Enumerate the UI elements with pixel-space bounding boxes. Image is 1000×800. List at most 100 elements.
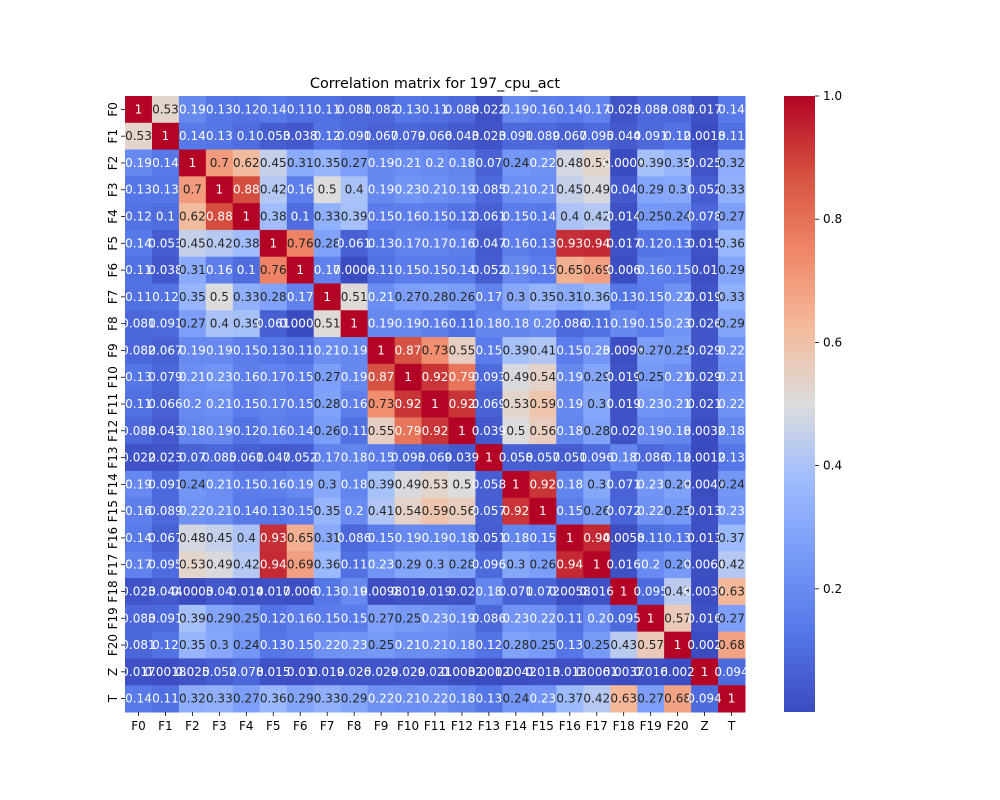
heatmap-cell [232,524,261,552]
cell-value-label: 0.15 [556,343,583,357]
heatmap-cell [475,203,503,231]
x-tick-label: F20 [667,719,689,733]
heatmap-cell [394,337,423,365]
cell-value-label: 0.21 [422,183,449,197]
cell-value-label: 0.13 [260,343,287,357]
heatmap-cell [232,444,261,472]
cell-value-label: 0.42 [718,558,745,572]
heatmap-cell [475,176,503,204]
heatmap-cell [529,122,557,151]
cell-value-label: 1 [674,638,682,652]
heatmap-cell [475,149,503,177]
heatmap-cell [691,122,719,151]
heatmap-cell [178,524,207,552]
y-tick-label: F11 [106,393,120,415]
heatmap-cell [259,122,288,151]
colorbar-gradient [784,96,815,712]
heatmap-cell [286,149,315,177]
heatmap-cell [664,524,692,552]
cell-value-label: 0.083 [633,102,667,116]
cell-value-label: 0.19 [556,370,583,384]
cell-value-label: 0.1 [156,210,175,224]
heatmap-cell [394,256,423,284]
cell-value-label: 0.92 [529,477,556,491]
heatmap-cell [529,470,557,499]
heatmap-cell [664,122,692,151]
cell-value-label: 0.28 [664,477,691,491]
heatmap-cell [637,417,665,445]
cell-value-label: 0.21 [395,638,422,652]
heatmap-cell [583,417,611,445]
cell-value-label: 0.18 [341,451,368,465]
cell-value-label: 1 [728,692,736,706]
heatmap-cell [286,363,315,392]
cell-value-label: 0.11 [556,611,583,625]
cell-value-label: 0.051 [553,451,587,465]
cell-value-label: 0.0018 [144,665,186,679]
heatmap-cell [637,604,665,633]
heatmap-cell [691,551,719,579]
cell-value-label: 0.29 [287,692,314,706]
cell-value-label: 0.3 [506,290,525,304]
heatmap-cell [502,658,530,686]
cell-value-label: 0.067 [553,129,587,143]
cell-value-label: 0.21 [664,397,691,411]
heatmap-cell [448,203,476,231]
heatmap-cell [151,256,180,284]
cell-value-label: 0.18 [503,531,530,545]
cell-value-label: 1 [216,183,224,197]
cell-value-label: 0.16 [637,263,664,277]
heatmap-cell [151,283,180,311]
cell-value-label: 0.11 [125,263,152,277]
cell-value-label: 0.16 [449,236,476,250]
cell-value-label: 1 [458,424,466,438]
heatmap-cell [178,685,207,713]
y-tick-label: T [106,694,120,703]
cell-value-label: 0.058 [472,477,506,491]
heatmap-cell [610,203,638,231]
heatmap-cell [367,337,396,365]
heatmap-cell [502,470,530,499]
cell-value-label: 0.11 [368,263,395,277]
x-tick-label: F15 [532,719,554,733]
heatmap-cell [556,256,584,284]
heatmap-cell [313,551,342,579]
heatmap-cell [367,444,396,472]
heatmap-cell [610,310,638,338]
cell-value-label: 0.18 [664,424,691,438]
cell-value-label: 0.35 [314,504,341,518]
heatmap-cell [448,417,476,445]
cell-value-label: 0.25 [529,638,556,652]
cell-value-label: 1 [135,102,143,116]
heatmap-cell [125,149,153,177]
cell-value-label: 1 [242,210,250,224]
heatmap-cell [125,176,153,204]
heatmap-cell [125,363,153,392]
cell-value-label: 0.0042 [684,477,726,491]
cell-value-label: 0.051 [472,531,506,545]
heatmap-cell [502,256,530,284]
cell-value-label: 0.45 [179,236,206,250]
heatmap-cell [718,524,746,552]
heatmap-cell [475,444,503,472]
x-tick-label: F7 [320,719,335,733]
cell-value-label: 0.42 [583,210,610,224]
y-tick-label: F7 [106,290,120,305]
heatmap-cell [286,203,315,231]
heatmap-cell [502,497,530,526]
heatmap-cell [691,658,719,686]
y-tick-label: F19 [106,607,120,629]
heatmap-cell [610,363,638,392]
heatmap-cell [286,497,315,526]
cell-value-label: 0.14 [556,102,583,116]
heatmap-cell [718,417,746,445]
heatmap-cell [286,390,315,418]
cell-value-label: 0.16 [206,263,233,277]
cell-value-label: 0.066 [418,129,452,143]
cell-value-label: 0.16 [233,370,260,384]
cell-value-label: 0.091 [633,129,667,143]
cell-value-label: 0.18 [179,424,206,438]
cell-value-label: 0.76 [287,236,314,250]
cell-value-label: 0.043 [148,424,182,438]
heatmap-cell [691,631,719,659]
